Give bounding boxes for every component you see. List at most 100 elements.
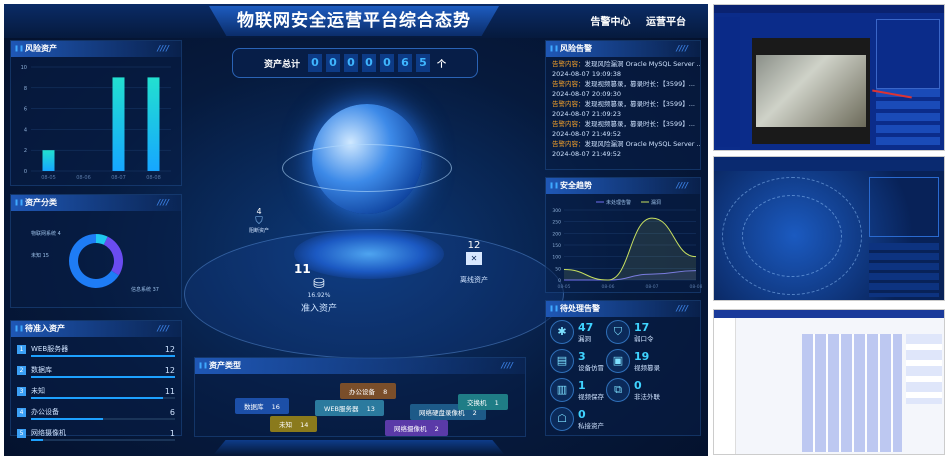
progress-bar [31, 355, 175, 357]
asset-class-donut-chart: 物联网系统 4 未知 15 信息系统 37 [31, 230, 159, 293]
y-tick-label: 50 [555, 266, 561, 272]
progress-bar [31, 376, 175, 378]
risk-alerts-panel: 风险告警 告警内容：发现风险漏洞 Oracle MySQL Server ...… [545, 40, 701, 170]
asset-type-tag[interactable]: WEB服务器 13 [315, 400, 384, 416]
donut-slice [69, 234, 119, 288]
nav-alert-center[interactable]: 告警中心 [590, 17, 631, 28]
device-icon: ▤ [550, 349, 574, 373]
alert-time: 2024-08-07 21:49:52 [552, 130, 622, 138]
alert-count: 0 [578, 407, 586, 421]
x-tick-label: 08-05 [557, 284, 570, 290]
pending-asset-row[interactable]: 1 WEB服务器 12 [17, 340, 175, 358]
panel-title: 待准入资产 [11, 321, 181, 337]
asset-count: 1 [169, 428, 175, 438]
progress-bar [31, 397, 175, 399]
pending-asset-row[interactable]: 2 数据库 12 [17, 361, 175, 379]
pending-alert-item[interactable]: ☖ 0 私接资产 [550, 407, 604, 431]
alert-content: 发现视频篡录，篡录时长：【3599】... [584, 80, 696, 88]
asset-type-tag[interactable]: 数据库 16 [235, 398, 289, 414]
y-tick-label: 300 [552, 208, 561, 214]
thumbnail-asset-topology[interactable] [713, 156, 945, 301]
pending-alert-item[interactable]: ▤ 3 设备仿冒 [550, 349, 604, 373]
top-nav: 告警中心 运营平台 [579, 13, 686, 28]
tag-value: 1 [494, 399, 499, 407]
tag-label: 数据库 [244, 403, 264, 411]
offline-label: 离线资产 [460, 276, 488, 284]
asset-count: 12 [164, 365, 175, 375]
pending-asset-row[interactable]: 5 网络摄像机 1 [17, 424, 175, 442]
asset-type-tag[interactable]: 交换机 1 [458, 394, 508, 410]
progress-bar [31, 418, 175, 420]
offline-count: 12 [467, 240, 481, 251]
rank-badge: 2 [17, 365, 26, 375]
pending-alert-item[interactable]: ▣ 19 视频篡录 [606, 349, 660, 373]
nav-ops-platform[interactable]: 运营平台 [646, 17, 686, 28]
tag-label: WEB服务器 [324, 405, 359, 413]
risk-assets-panel: 风险资产 0 2 4 6 8 10 08-05 08-06 08-07 08-08 [10, 40, 182, 186]
router-icon: ☖ [550, 407, 574, 431]
thumbnail-video-popup[interactable] [713, 4, 945, 151]
asset-type-tag[interactable]: 网络摄像机 2 [385, 420, 448, 436]
monitor-offline-icon: ✕ [466, 252, 482, 265]
thumbnail-asset-grid[interactable] [713, 309, 945, 455]
alert-key: 告警内容： [552, 100, 585, 108]
asset-type-tag[interactable]: 办公设备 8 [340, 383, 397, 399]
blocked-count: 4 [256, 207, 262, 216]
rank-badge: 1 [17, 344, 26, 354]
alert-key: 告警内容： [552, 140, 585, 148]
bar [147, 77, 160, 171]
alert-item[interactable]: 告警内容：发现视频篡录，篡录时长：【3599】... [546, 119, 700, 129]
y-tick-label: 2 [24, 148, 27, 154]
alert-content: 发现风险漏洞 Oracle MySQL Server ... [584, 140, 701, 148]
alert-item[interactable]: 告警内容：发现视频篡录，篡录时长：【3599】... [546, 79, 700, 89]
counter-unit: 个 [437, 59, 447, 70]
counter-digit: 0 [326, 54, 340, 72]
rank-badge: 5 [17, 428, 26, 438]
asset-name: 网络摄像机 [31, 429, 66, 437]
bottom-bar [214, 440, 504, 454]
tag-label: 办公设备 [349, 388, 375, 396]
tag-value: 2 [434, 425, 439, 433]
pending-alert-item[interactable]: ▥ 1 视频保存 [550, 378, 604, 402]
x-tick-label: 08-07 [645, 284, 658, 290]
alert-time: 2024-08-07 19:09:38 [552, 70, 622, 78]
pending-asset-row[interactable]: 4 办公设备 6 [17, 403, 175, 421]
asset-count: 11 [164, 386, 175, 396]
donut-slice [103, 236, 124, 276]
shield-icon: ⛉ [255, 216, 263, 227]
blocked-assets: 4 ⛉ 阻断资产 [244, 207, 274, 234]
alert-content: 发现视频篡录，篡录时长：【3599】... [584, 120, 696, 128]
admitted-count: 11 [294, 262, 311, 276]
alert-count: 3 [578, 349, 586, 363]
counter-label: 资产总计 [263, 59, 300, 70]
pending-alert-item[interactable]: ⛉ 17 弱口令 [606, 320, 654, 344]
pending-assets-panel: 待准入资产 1 WEB服务器 12 2 数据库 12 3 未知 11 4 办公设备 6 5 网络摄像机 1 [10, 320, 182, 441]
y-tick-label: 100 [552, 255, 561, 261]
counter-digit: 0 [362, 54, 376, 72]
pending-alert-item[interactable]: ✱ 47 漏洞 [550, 320, 593, 344]
admitted-percent: 16.92% [307, 292, 331, 299]
y-tick-label: 6 [24, 107, 27, 113]
alert-count: 1 [578, 378, 586, 392]
alert-item[interactable]: 告警内容：发现视频篡录，篡录时长：【3599】... [546, 99, 700, 109]
alert-count: 19 [634, 349, 650, 363]
counter-digit: 6 [398, 54, 412, 72]
tag-label: 网络硬盘录像机 [419, 409, 465, 417]
rank-badge: 3 [17, 386, 26, 396]
y-tick-label: 200 [552, 231, 561, 237]
slice-label: 信息系统 37 [131, 286, 159, 293]
alert-item[interactable]: 告警内容：发现风险漏洞 Oracle MySQL Server ... [546, 139, 700, 149]
alert-item[interactable]: 告警内容：发现风险漏洞 Oracle MySQL Server ... [546, 59, 700, 69]
pending-asset-row[interactable]: 3 未知 11 [17, 382, 175, 400]
alert-time: 2024-08-07 21:09:23 [552, 110, 622, 118]
pending-alert-item[interactable]: ⧉ 0 非法外联 [606, 378, 660, 402]
slice-label: 物联网系统 4 [31, 230, 61, 237]
tag-label: 交换机 [467, 399, 487, 407]
y-tick-label: 0 [24, 169, 27, 175]
alert-type-label: 私接资产 [578, 421, 604, 430]
counter-digit: 0 [308, 54, 322, 72]
security-trend-line-chart: 0 50 100 150 200 250 300 08-05 08-06 08-07 08-08 未处… [552, 199, 702, 290]
asset-type-tag[interactable]: 未知 14 [270, 416, 318, 432]
alert-key: 告警内容： [552, 80, 585, 88]
